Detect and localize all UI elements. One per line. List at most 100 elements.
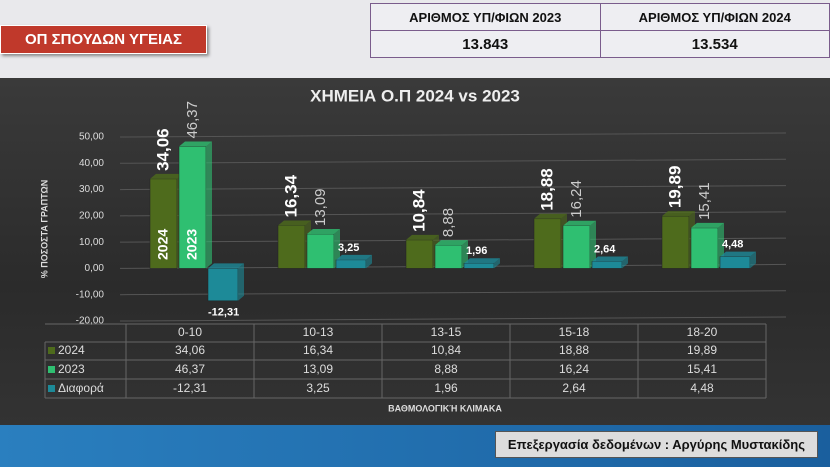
table-value: 19,89 xyxy=(687,343,717,357)
table-value: 46,37 xyxy=(175,362,205,376)
chart-title: ΧΗΜΕΙΑ Ο.Π 2024 vs 2023 xyxy=(310,86,520,105)
value-label: -12,31 xyxy=(208,307,239,319)
bar-top xyxy=(662,211,695,217)
stats-header: ΑΡΙΘΜΟΣ ΥΠ/ΦΙΩΝ 2024 xyxy=(599,3,830,31)
bar-top xyxy=(720,251,756,257)
category-label: 13-15 xyxy=(431,325,462,339)
bar-top xyxy=(150,173,183,179)
table-value: 13,09 xyxy=(303,362,333,376)
bar-series-label: 2023 xyxy=(184,229,200,260)
legend-swatch xyxy=(48,385,55,392)
table-value: 15,41 xyxy=(687,362,717,376)
bar xyxy=(533,218,562,269)
value-label: 3,25 xyxy=(338,242,359,254)
legend-swatch xyxy=(48,347,55,354)
value-label: 2,64 xyxy=(594,243,616,255)
bar xyxy=(562,225,591,269)
table-value: 10,84 xyxy=(431,343,461,357)
bar-top xyxy=(435,240,468,246)
bar-top xyxy=(307,229,340,235)
y-tick-label: 40,00 xyxy=(79,158,104,169)
footer-band: Επεξεργασία δεδομένων : Αργύρης Μυστακίδ… xyxy=(0,425,830,467)
category-label: 10-13 xyxy=(303,325,334,339)
y-tick-label: 30,00 xyxy=(79,184,104,195)
table-value: 4,48 xyxy=(690,381,714,395)
table-value: 1,96 xyxy=(434,381,458,395)
bar-top xyxy=(464,258,500,264)
table-value: 16,24 xyxy=(559,362,589,376)
table-value: 18,88 xyxy=(559,343,589,357)
bar xyxy=(335,259,367,269)
legend-swatch xyxy=(48,366,55,373)
bar-side xyxy=(206,141,212,269)
bar-side xyxy=(622,256,628,269)
bar-side xyxy=(494,258,500,269)
bar xyxy=(463,263,495,269)
table-value: 34,06 xyxy=(175,343,205,357)
y-tick-label: 20,00 xyxy=(79,210,104,221)
value-label: 16,24 xyxy=(568,180,585,218)
section-badge: ΟΠ ΣΠΟΥΔΩΝ ΥΓΕΙΑΣ xyxy=(0,25,207,54)
table-value: 2,64 xyxy=(562,381,586,395)
bar xyxy=(207,268,239,302)
category-label: 0-10 xyxy=(178,325,202,339)
table-value: 16,34 xyxy=(303,343,333,357)
bar-top xyxy=(208,263,244,269)
value-label: 15,41 xyxy=(696,182,713,220)
legend-label: 2023 xyxy=(58,362,85,376)
grid-line xyxy=(119,158,787,164)
table-value: 8,88 xyxy=(434,362,458,376)
y-tick-label: 0,00 xyxy=(85,263,105,274)
value-label: 4,48 xyxy=(722,239,743,251)
category-label: 15-18 xyxy=(559,325,590,339)
bar xyxy=(661,215,690,269)
table-value: 3,25 xyxy=(306,381,330,395)
x-axis-label: ΒΑΘΜΟΛΟΓΙΚΉ ΚΛΙΜΑΚΑ xyxy=(388,403,502,413)
bar-top xyxy=(179,141,212,147)
grid-line xyxy=(119,185,787,191)
bar xyxy=(405,239,434,269)
bar xyxy=(277,225,306,269)
value-label: 10,84 xyxy=(409,189,428,232)
bar-side xyxy=(238,263,244,301)
y-tick-label: 50,00 xyxy=(79,132,104,143)
bar xyxy=(306,233,335,269)
category-label: 18-20 xyxy=(687,325,718,339)
value-label: 34,06 xyxy=(153,128,172,171)
bar-top xyxy=(336,254,372,260)
stats-table: ΑΡΙΘΜΟΣ ΥΠ/ΦΙΩΝ 2023 ΑΡΙΘΜΟΣ ΥΠ/ΦΙΩΝ 2024… xyxy=(370,3,830,58)
bar-top xyxy=(592,256,628,262)
bar-side xyxy=(590,220,596,269)
legend-label: 2024 xyxy=(58,343,85,357)
bar-top xyxy=(278,220,311,226)
bar xyxy=(591,261,623,269)
table-value: -12,31 xyxy=(173,381,207,395)
stats-header: ΑΡΙΘΜΟΣ ΥΠ/ΦΙΩΝ 2023 xyxy=(370,3,601,31)
bar xyxy=(434,244,463,269)
value-label: 8,88 xyxy=(440,208,457,237)
bar-side xyxy=(750,251,756,269)
credit: Επεξεργασία δεδομένων : Αργύρης Μυστακίδ… xyxy=(494,431,818,458)
legend-label: Διαφορά xyxy=(58,381,104,395)
bar xyxy=(178,146,207,269)
value-label: 18,88 xyxy=(537,168,556,211)
chart: ΧΗΜΕΙΑ Ο.Π 2024 vs 2023 % ΠΟΣΟΣΤΑ ΓΡΑΠΤΩ… xyxy=(39,86,787,414)
y-tick-label: -10,00 xyxy=(76,289,105,300)
value-label: 46,37 xyxy=(184,101,201,139)
value-label: 1,96 xyxy=(466,245,487,257)
y-tick-label: 10,00 xyxy=(79,237,104,248)
value-label: 13,09 xyxy=(312,188,329,226)
bar-side xyxy=(366,254,372,269)
value-label: 16,34 xyxy=(281,174,300,217)
y-tick-label: -20,00 xyxy=(76,316,105,327)
stats-value: 13.843 xyxy=(370,30,601,58)
bar-top xyxy=(534,213,567,219)
stats-value: 13.534 xyxy=(599,30,830,58)
bar-top xyxy=(691,222,724,228)
grid-line xyxy=(119,316,787,322)
y-axis-label: % ΠΟΣΟΣΤΑ ΓΡΑΠΤΩΝ xyxy=(39,180,49,278)
bar xyxy=(690,227,719,269)
bar-top xyxy=(563,220,596,226)
grid-line xyxy=(119,132,787,138)
